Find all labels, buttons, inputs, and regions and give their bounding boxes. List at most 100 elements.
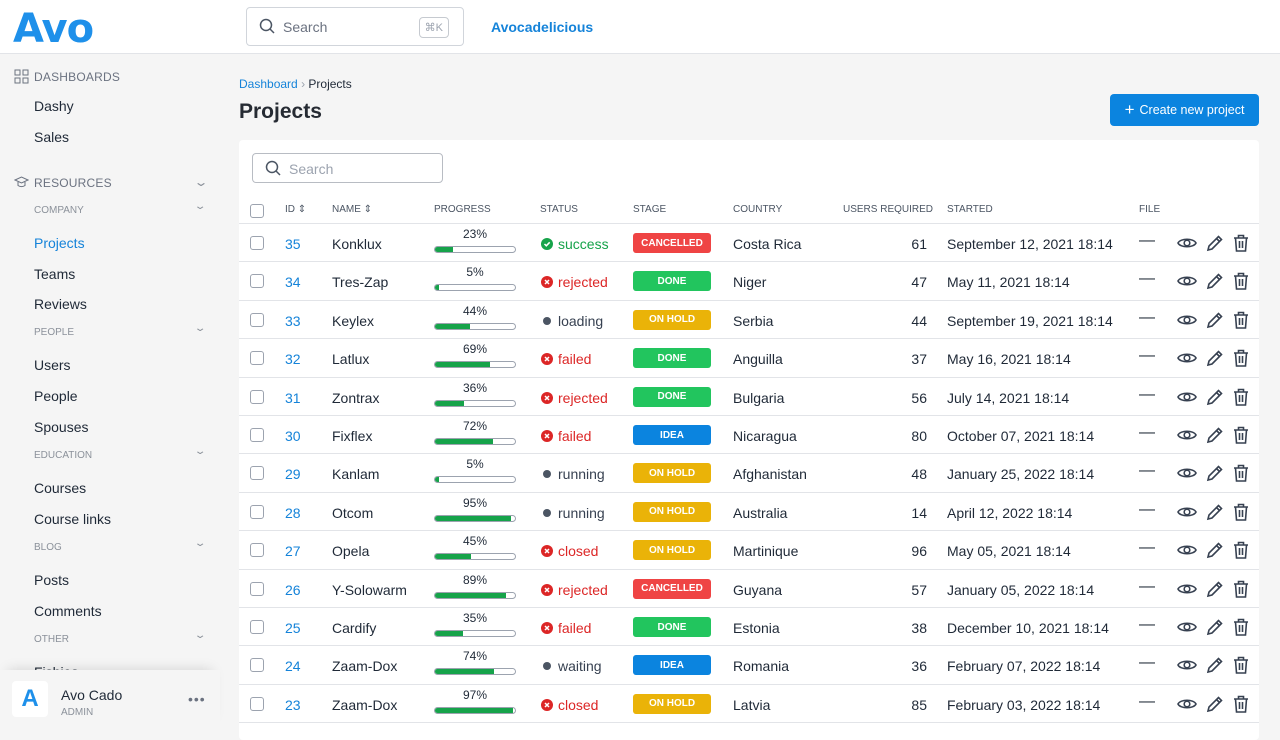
trash-icon[interactable] <box>1233 503 1249 521</box>
chevron-down-icon[interactable]: ⌄ <box>193 323 207 334</box>
table-row[interactable]: 24 Zaam-Dox 74% waiting IDEA Romania 36 … <box>239 646 1259 685</box>
table-row[interactable]: 35 Konklux 23% success CANCELLED Costa R… <box>239 224 1259 263</box>
breadcrumb-dashboard[interactable]: Dashboard <box>239 77 298 91</box>
row-id-link[interactable]: 34 <box>285 274 301 291</box>
sidebar-item-reviews[interactable]: Reviews <box>34 296 87 312</box>
pencil-icon[interactable] <box>1206 541 1224 559</box>
global-search[interactable]: Search ⌘K <box>246 7 464 46</box>
row-checkbox[interactable] <box>250 504 264 519</box>
eye-icon[interactable] <box>1177 272 1197 290</box>
row-id-link[interactable]: 26 <box>285 581 301 598</box>
brand-link[interactable]: Avocadelicious <box>491 19 594 35</box>
sidebar-item-sales[interactable]: Sales <box>34 129 70 145</box>
pencil-icon[interactable] <box>1206 580 1224 598</box>
chevron-down-icon[interactable]: ⌄ <box>193 446 207 457</box>
table-row[interactable]: 25 Cardify 35% failed DONE Estonia 38 De… <box>239 608 1259 647</box>
trash-icon[interactable] <box>1233 388 1249 406</box>
eye-icon[interactable] <box>1177 464 1197 482</box>
pencil-icon[interactable] <box>1206 388 1224 406</box>
eye-icon[interactable] <box>1177 695 1197 713</box>
sidebar-item-dashy[interactable]: Dashy <box>34 98 74 114</box>
row-id-link[interactable]: 28 <box>285 504 301 521</box>
trash-icon[interactable] <box>1233 695 1249 713</box>
table-row[interactable]: 34 Tres-Zap 5% rejected DONE Niger 47 Ma… <box>239 262 1259 301</box>
pencil-icon[interactable] <box>1206 656 1224 674</box>
pencil-icon[interactable] <box>1206 311 1224 329</box>
row-checkbox[interactable] <box>250 351 264 366</box>
eye-icon[interactable] <box>1177 311 1197 329</box>
table-row[interactable]: 26 Y-Solowarm 89% rejected CANCELLED Guy… <box>239 570 1259 608</box>
create-project-button[interactable]: + Create new project <box>1110 94 1259 126</box>
pencil-icon[interactable] <box>1206 234 1224 252</box>
chevron-down-icon[interactable]: ⌄ <box>193 201 207 212</box>
row-checkbox[interactable] <box>250 696 264 711</box>
eye-icon[interactable] <box>1177 618 1197 636</box>
row-checkbox[interactable] <box>250 543 264 558</box>
sidebar-item-projects[interactable]: Projects <box>34 235 85 251</box>
pencil-icon[interactable] <box>1206 272 1224 290</box>
chevron-down-icon[interactable]: ⌄ <box>193 630 207 641</box>
pencil-icon[interactable] <box>1206 426 1224 444</box>
col-id[interactable]: ID ⇕ <box>285 204 307 215</box>
sidebar-item-courses[interactable]: Courses <box>34 480 87 496</box>
eye-icon[interactable] <box>1177 503 1197 521</box>
row-id-link[interactable]: 29 <box>285 466 301 483</box>
trash-icon[interactable] <box>1233 272 1249 291</box>
row-id-link[interactable]: 27 <box>285 543 301 560</box>
table-row[interactable]: 32 Latlux 69% failed DONE Anguilla 37 Ma… <box>239 339 1259 378</box>
row-id-link[interactable]: 31 <box>285 389 301 406</box>
eye-icon[interactable] <box>1177 580 1197 598</box>
sidebar-item-comments[interactable]: Comments <box>34 603 102 619</box>
trash-icon[interactable] <box>1233 656 1249 675</box>
row-checkbox[interactable] <box>250 428 264 442</box>
row-checkbox[interactable] <box>250 466 264 481</box>
table-row[interactable]: 33 Keylex 44% loading ON HOLD Serbia 44 … <box>239 301 1259 340</box>
row-id-link[interactable]: 24 <box>285 658 301 675</box>
col-name[interactable]: Name ⇕ <box>332 204 373 215</box>
trash-icon[interactable] <box>1233 311 1249 329</box>
eye-icon[interactable] <box>1177 349 1197 367</box>
pencil-icon[interactable] <box>1206 503 1224 521</box>
row-checkbox[interactable] <box>250 389 264 404</box>
table-row[interactable]: 23 Zaam-Dox 97% closed ON HOLD Latvia 85… <box>239 685 1259 724</box>
select-all-checkbox[interactable] <box>250 204 264 218</box>
trash-icon[interactable] <box>1233 580 1249 598</box>
sidebar-item-teams[interactable]: Teams <box>34 266 76 282</box>
eye-icon[interactable] <box>1177 234 1197 252</box>
sidebar-item-people[interactable]: People <box>34 388 78 404</box>
pencil-icon[interactable] <box>1206 464 1224 482</box>
row-checkbox[interactable] <box>250 236 264 250</box>
trash-icon[interactable] <box>1233 234 1249 252</box>
row-checkbox[interactable] <box>250 620 264 634</box>
row-id-link[interactable]: 32 <box>285 351 301 368</box>
row-id-link[interactable]: 33 <box>285 312 301 329</box>
eye-icon[interactable] <box>1177 426 1197 444</box>
table-row[interactable]: 27 Opela 45% closed ON HOLD Martinique 9… <box>239 531 1259 570</box>
row-id-link[interactable]: 30 <box>285 428 301 444</box>
table-row[interactable]: 29 Kanlam 5% running ON HOLD Afghanistan… <box>239 454 1259 493</box>
eye-icon[interactable] <box>1177 656 1197 674</box>
chevron-down-icon[interactable]: ⌄ <box>193 538 207 549</box>
table-row[interactable]: 30 Fixflex 72% failed IDEA Nicaragua 80 … <box>239 416 1259 455</box>
avo-logo[interactable]: Avo <box>13 6 94 52</box>
pencil-icon[interactable] <box>1206 349 1224 367</box>
section-resources[interactable]: Resources <box>14 175 112 190</box>
row-checkbox[interactable] <box>250 274 264 289</box>
trash-icon[interactable] <box>1233 349 1249 367</box>
table-search-input[interactable]: Search <box>252 153 443 183</box>
row-checkbox[interactable] <box>250 658 264 673</box>
row-checkbox[interactable] <box>250 581 264 596</box>
table-row[interactable]: 28 Otcom 95% running ON HOLD Australia 1… <box>239 493 1259 532</box>
chevron-down-icon[interactable]: ⌄ <box>193 175 209 189</box>
row-id-link[interactable]: 23 <box>285 696 301 713</box>
row-id-link[interactable]: 25 <box>285 620 301 636</box>
trash-icon[interactable] <box>1233 618 1249 636</box>
more-options-icon[interactable]: ••• <box>188 691 206 707</box>
sidebar-item-posts[interactable]: Posts <box>34 572 70 588</box>
sidebar-item-users[interactable]: Users <box>34 357 71 373</box>
pencil-icon[interactable] <box>1206 695 1224 713</box>
trash-icon[interactable] <box>1233 541 1249 559</box>
table-row[interactable]: 31 Zontrax 36% rejected DONE Bulgaria 56… <box>239 378 1259 416</box>
eye-icon[interactable] <box>1177 388 1197 406</box>
row-id-link[interactable]: 35 <box>285 236 301 252</box>
